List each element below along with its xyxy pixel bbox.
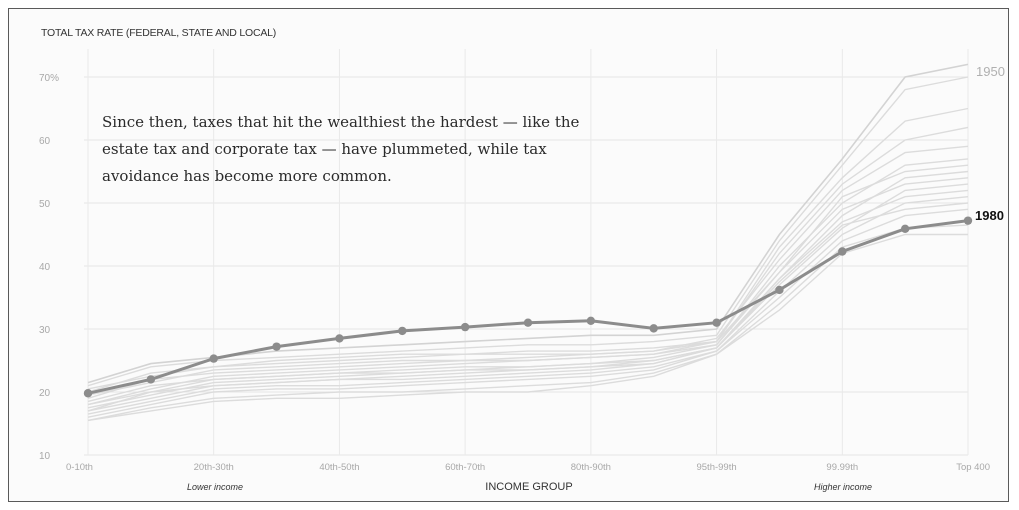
y-tick-label: 50 <box>39 199 51 210</box>
x-axis-ticks: 0-10th 20th-30th 40th-50th 60th-70th 80th-90… <box>66 462 990 473</box>
x-tick-label: 20th-30th <box>194 462 234 473</box>
x-axis-label: INCOME GROUP <box>485 481 572 493</box>
x-tick-label: 99.99th <box>826 462 858 473</box>
series-point-1980 <box>460 322 470 332</box>
background-line <box>87 189 969 412</box>
series-point-1980 <box>523 318 533 327</box>
background-line <box>87 164 969 396</box>
x-band-label-higher: Higher income <box>814 482 872 492</box>
y-tick-label: 40 <box>39 262 51 273</box>
background-line <box>87 208 969 418</box>
series-point-1980 <box>146 375 156 384</box>
x-tick-label: 40th-50th <box>319 462 359 473</box>
series-point-1980 <box>586 316 596 326</box>
highlighted-series <box>83 216 973 398</box>
background-line <box>87 177 969 403</box>
x-band-label-lower: Lower income <box>187 482 243 492</box>
chart-title: TOTAL TAX RATE (FEDERAL, STATE AND LOCAL… <box>41 27 276 39</box>
series-label-1950: 1950 <box>976 64 1005 79</box>
x-tick-label: Top 400 <box>956 462 990 473</box>
background-line <box>87 233 968 422</box>
background-line <box>87 76 969 387</box>
series-point-1980 <box>775 285 784 295</box>
y-tick-label: 30 <box>39 325 51 336</box>
y-tick-label: 60 <box>39 136 51 147</box>
series-point-1980 <box>83 389 93 398</box>
grid <box>84 49 969 456</box>
series-point-1980 <box>398 326 407 336</box>
background-line <box>87 145 969 390</box>
chart: TOTAL TAX RATE (FEDERAL, STATE AND LOCAL… <box>39 27 1005 493</box>
annotation-line-1: Since then, taxes that hit the wealthies… <box>102 113 580 131</box>
x-tick-label: 60th-70th <box>445 462 485 473</box>
series-point-1980 <box>838 247 847 256</box>
series-label-1980: 1980 <box>975 208 1004 223</box>
series-point-1980 <box>963 216 973 225</box>
chart-frame: TOTAL TAX RATE (FEDERAL, STATE AND LOCAL… <box>8 8 1009 502</box>
x-tick-label: 95th-99th <box>696 462 736 473</box>
series-point-1980 <box>712 318 721 327</box>
annotation-line-3: avoidance has become more common. <box>102 167 392 185</box>
y-tick-label: 10 <box>39 451 51 462</box>
y-tick-label: 20 <box>39 388 51 399</box>
background-line <box>87 202 969 406</box>
x-tick-label: 0-10th <box>66 462 93 473</box>
annotation-line-2: estate tax and corporate tax — have plum… <box>102 140 547 158</box>
series-point-1980 <box>209 354 218 363</box>
x-tick-label: 80th-90th <box>571 462 611 473</box>
y-axis-ticks: 70% 60 50 40 30 20 10 <box>39 73 59 462</box>
series-point-1980 <box>335 334 344 343</box>
series-point-1980 <box>649 324 658 333</box>
background-line <box>87 158 969 406</box>
background-line <box>87 196 969 415</box>
y-tick-label: 70% <box>39 73 59 84</box>
series-point-1980 <box>272 342 281 351</box>
background-line <box>87 126 969 399</box>
series-point-1980 <box>900 224 910 234</box>
background-line <box>87 107 969 393</box>
